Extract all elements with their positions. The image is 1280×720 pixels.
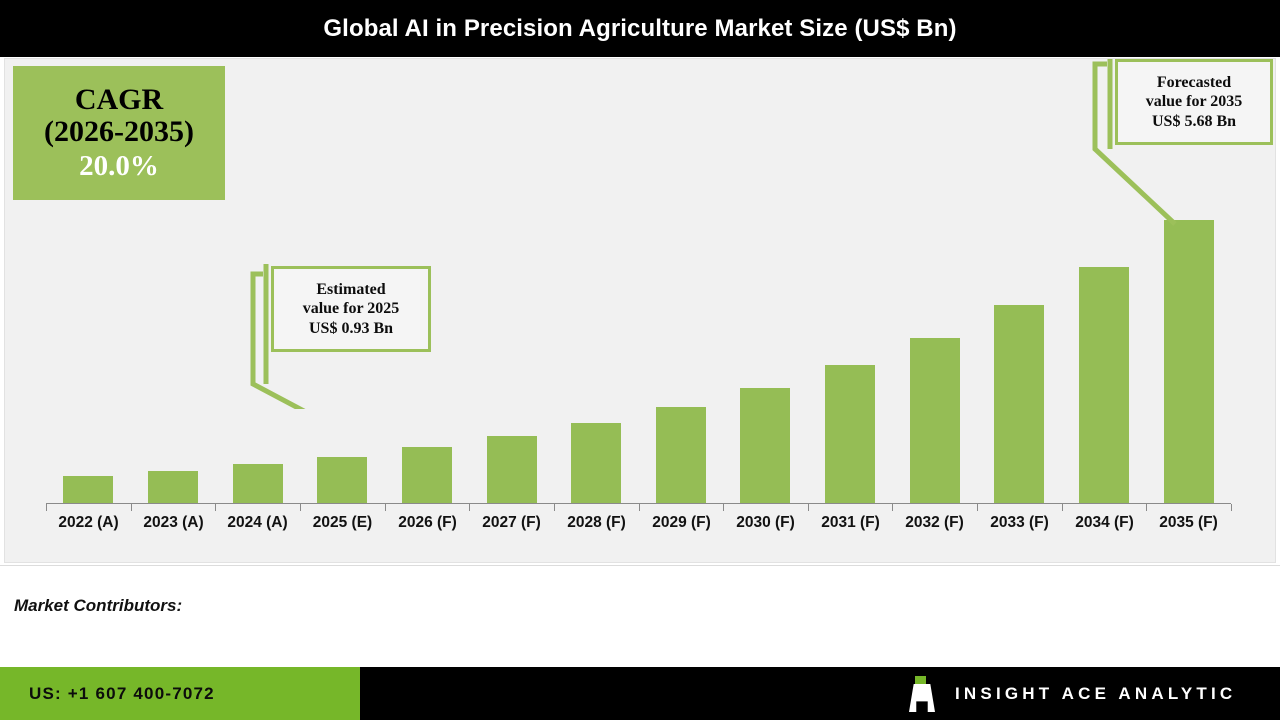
footer-contact-block: US: +1 607 400-7072 bbox=[0, 667, 360, 720]
estimated-callout-leader bbox=[250, 264, 306, 409]
estimated-line-2: value for 2025 bbox=[302, 300, 400, 318]
chart-panel: CAGR (2026-2035) 20.0% 2022 (A) 2023 (A) 2… bbox=[4, 58, 1276, 563]
bar-2027 bbox=[487, 436, 537, 503]
bar-2028 bbox=[571, 423, 621, 503]
page-title: Global AI in Precision Agriculture Marke… bbox=[323, 14, 957, 42]
estimated-line-1: Estimated bbox=[316, 280, 386, 298]
x-axis-label-2028: 2028 (F) bbox=[567, 514, 626, 531]
x-axis-tick bbox=[808, 504, 809, 511]
forecast-line-3: US$ 5.68 Bn bbox=[1151, 112, 1237, 130]
x-axis-tick bbox=[554, 504, 555, 511]
estimated-line-3: US$ 0.93 Bn bbox=[308, 319, 394, 337]
bar-2024 bbox=[233, 464, 283, 503]
cagr-label: CAGR bbox=[74, 82, 164, 116]
bar-2026 bbox=[402, 447, 452, 503]
x-axis-tick bbox=[892, 504, 893, 511]
x-axis-label-2035: 2035 (F) bbox=[1159, 514, 1218, 531]
company-name: INSIGHT ACE ANALYTIC bbox=[955, 684, 1237, 703]
title-bar: Global AI in Precision Agriculture Marke… bbox=[0, 0, 1280, 57]
x-axis-tick bbox=[469, 504, 470, 511]
bar-2030 bbox=[740, 388, 790, 503]
x-axis-tick bbox=[300, 504, 301, 511]
cagr-badge: CAGR (2026-2035) 20.0% bbox=[13, 66, 225, 200]
company-brand: INSIGHT ACE ANALYTIC bbox=[905, 676, 1236, 712]
x-axis-end-tick bbox=[1231, 504, 1232, 511]
bar-2034 bbox=[1079, 267, 1129, 503]
bar-2033 bbox=[994, 305, 1044, 503]
insight-ace-logo-icon bbox=[905, 676, 939, 712]
x-axis-tick bbox=[639, 504, 640, 511]
x-axis-label-2034: 2034 (F) bbox=[1075, 514, 1134, 531]
x-axis-label-2026: 2026 (F) bbox=[398, 514, 457, 531]
x-axis-label-2023: 2023 (A) bbox=[143, 514, 204, 531]
forecast-callout-leader bbox=[1092, 59, 1177, 226]
x-axis-end-tick bbox=[46, 504, 47, 511]
x-axis-tick bbox=[385, 504, 386, 511]
x-axis-label-2025: 2025 (E) bbox=[312, 514, 373, 531]
bar-2035 bbox=[1164, 220, 1214, 503]
forecast-value-callout: Forecasted value for 2035 US$ 5.68 Bn bbox=[1115, 59, 1273, 145]
forecast-line-1: Forecasted bbox=[1156, 73, 1232, 91]
x-axis-label-2033: 2033 (F) bbox=[990, 514, 1049, 531]
market-contributors-strip: Market Contributors: ® Microsoft syngent… bbox=[0, 565, 1280, 667]
bar-2032 bbox=[910, 338, 960, 503]
x-axis-tick bbox=[215, 504, 216, 511]
bar-2031 bbox=[825, 365, 875, 503]
bar-2025 bbox=[317, 457, 367, 503]
x-axis-label-2024: 2024 (A) bbox=[227, 514, 288, 531]
x-axis-label-2032: 2032 (F) bbox=[905, 514, 964, 531]
contributors-label: Market Contributors: bbox=[14, 596, 183, 615]
x-axis-tick bbox=[1146, 504, 1147, 511]
x-axis-tick bbox=[977, 504, 978, 511]
cagr-value: 20.0% bbox=[79, 149, 159, 182]
x-axis-tick bbox=[1062, 504, 1063, 511]
phone-number[interactable]: US: +1 607 400-7072 bbox=[29, 683, 215, 703]
bar-2022 bbox=[63, 476, 113, 503]
estimated-value-callout: Estimated value for 2025 US$ 0.93 Bn bbox=[271, 266, 431, 352]
x-axis-label-2031: 2031 (F) bbox=[821, 514, 880, 531]
x-axis-label-2027: 2027 (F) bbox=[482, 514, 541, 531]
forecast-line-2: value for 2035 bbox=[1145, 93, 1243, 111]
x-axis-label-2030: 2030 (F) bbox=[736, 514, 795, 531]
x-axis-tick bbox=[723, 504, 724, 511]
footer-bar: US: +1 607 400-7072 INSIGHT ACE ANALYTIC bbox=[0, 667, 1280, 720]
bar-2029 bbox=[656, 407, 706, 503]
bar-chart-plot: 2022 (A) 2023 (A) 2024 (A) 2025 (E) 2026 (F)… bbox=[5, 59, 1275, 562]
bar-2023 bbox=[148, 471, 198, 503]
x-axis-label-2022: 2022 (A) bbox=[58, 514, 119, 531]
x-axis-label-2029: 2029 (F) bbox=[652, 514, 711, 531]
x-axis-tick bbox=[131, 504, 132, 511]
cagr-period: (2026-2035) bbox=[44, 115, 194, 149]
x-axis-line bbox=[46, 503, 1231, 504]
